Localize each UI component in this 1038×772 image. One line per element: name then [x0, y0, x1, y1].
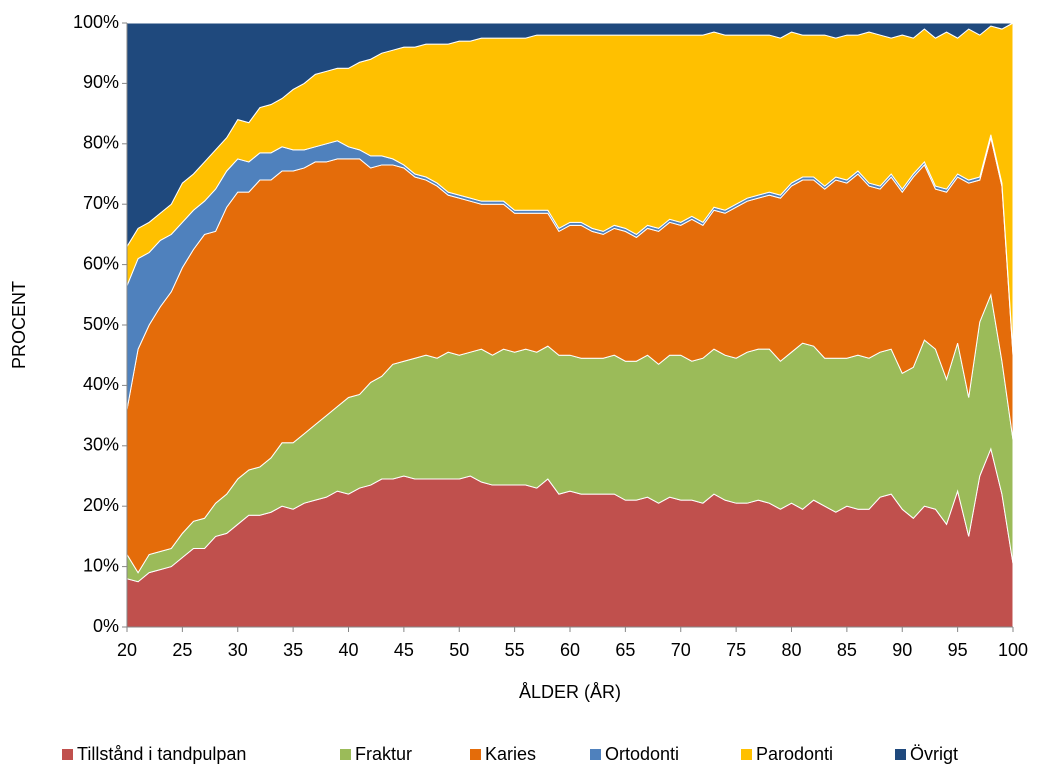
- x-tick-label: 55: [505, 640, 525, 660]
- x-tick-label: 65: [615, 640, 635, 660]
- x-tick-label: 20: [117, 640, 137, 660]
- legend-swatch: [895, 749, 906, 760]
- x-tick-label: 100: [998, 640, 1028, 660]
- x-tick-label: 95: [948, 640, 968, 660]
- x-tick-label: 85: [837, 640, 857, 660]
- y-tick-label: 70%: [83, 193, 119, 213]
- x-tick-label: 45: [394, 640, 414, 660]
- y-tick-label: 60%: [83, 253, 119, 273]
- x-tick-label: 75: [726, 640, 746, 660]
- legend-swatch: [340, 749, 351, 760]
- legend-label: Tillstånd i tandpulpan: [77, 744, 246, 764]
- x-tick-label: 30: [228, 640, 248, 660]
- x-tick-label: 50: [449, 640, 469, 660]
- legend-swatch: [62, 749, 73, 760]
- y-tick-label: 80%: [83, 133, 119, 153]
- y-tick-label: 90%: [83, 72, 119, 92]
- x-tick-label: 60: [560, 640, 580, 660]
- area: [126, 22, 1014, 249]
- x-tick-label: 80: [781, 640, 801, 660]
- legend-label: Övrigt: [910, 744, 958, 764]
- legend-label: Ortodonti: [605, 744, 679, 764]
- y-tick-label: 100%: [73, 12, 119, 32]
- x-tick-label: 40: [338, 640, 358, 660]
- y-tick-label: 50%: [83, 314, 119, 334]
- x-tick-label: 70: [671, 640, 691, 660]
- legend-swatch: [590, 749, 601, 760]
- x-tick-label: 35: [283, 640, 303, 660]
- legend-swatch: [470, 749, 481, 760]
- y-tick-label: 40%: [83, 374, 119, 394]
- legend-swatch: [741, 749, 752, 760]
- x-tick-label: 90: [892, 640, 912, 660]
- y-tick-label: 20%: [83, 495, 119, 515]
- y-tick-label: 10%: [83, 555, 119, 575]
- x-axis-label: ÅLDER (ÅR): [519, 682, 621, 702]
- y-axis-label: PROCENT: [9, 281, 29, 369]
- y-tick-label: 30%: [83, 435, 119, 455]
- legend-label: Karies: [485, 744, 536, 764]
- y-tick-label: 0%: [93, 616, 119, 636]
- legend-label: Parodonti: [756, 744, 833, 764]
- legend-label: Fraktur: [355, 744, 412, 764]
- x-tick-label: 25: [172, 640, 192, 660]
